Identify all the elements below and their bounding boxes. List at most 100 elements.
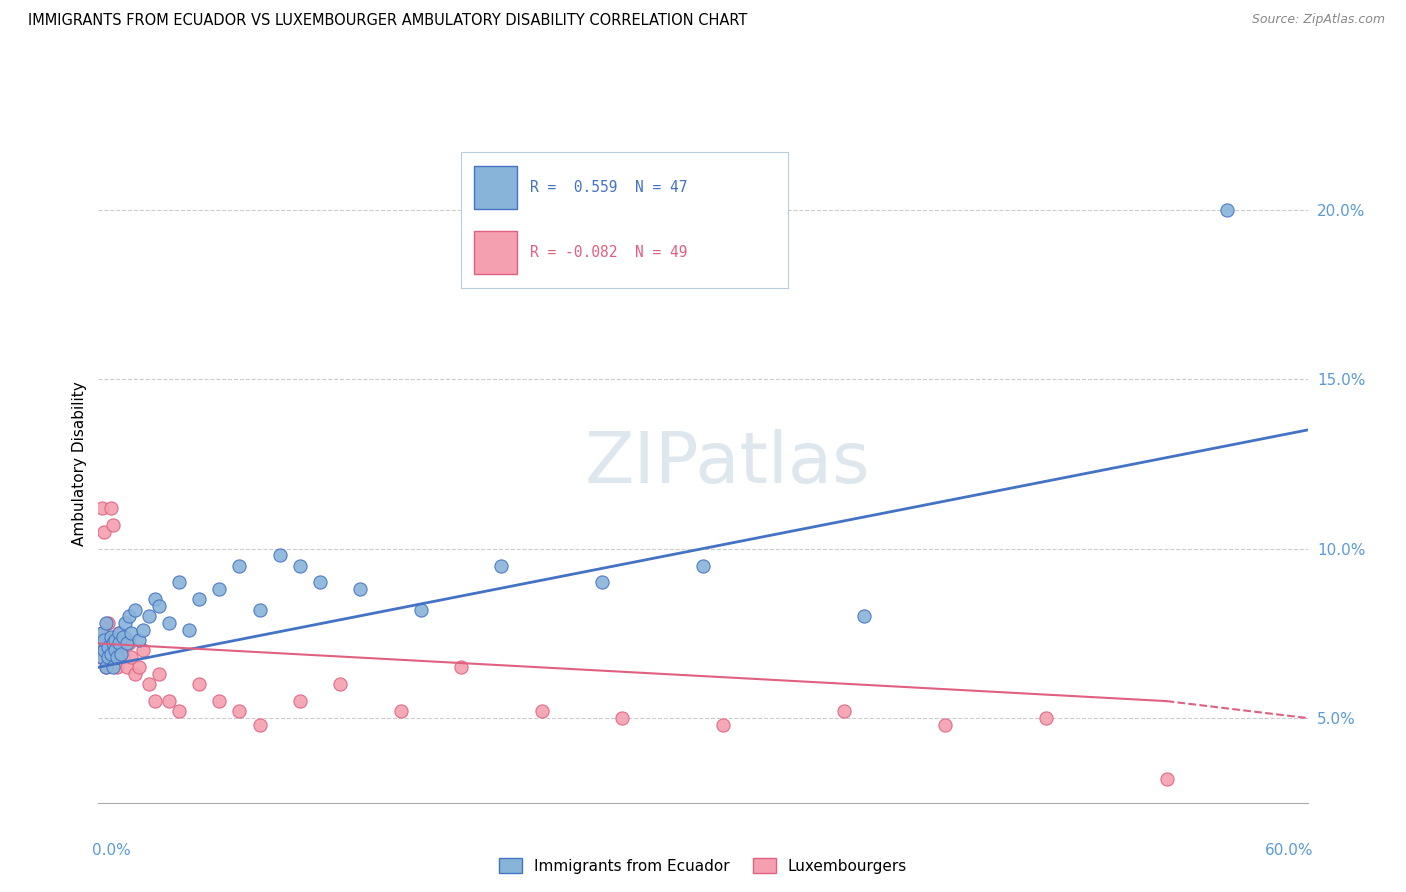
Point <box>329 677 352 691</box>
Point <box>89 636 111 650</box>
Point <box>128 660 150 674</box>
Point <box>103 633 125 648</box>
Point <box>97 636 120 650</box>
Point <box>105 660 128 674</box>
Text: IMMIGRANTS FROM ECUADOR VS LUXEMBOURGER AMBULATORY DISABILITY CORRELATION CHART: IMMIGRANTS FROM ECUADOR VS LUXEMBOURGER … <box>28 13 748 29</box>
Point <box>110 647 132 661</box>
Text: 60.0%: 60.0% <box>1265 844 1313 858</box>
Point <box>114 630 136 644</box>
Point <box>591 575 613 590</box>
Point <box>1035 711 1057 725</box>
Point <box>96 660 118 674</box>
Point <box>288 694 311 708</box>
Point <box>101 636 124 650</box>
Point <box>97 640 120 654</box>
Point <box>110 643 132 657</box>
Point <box>148 599 170 614</box>
Point <box>138 677 160 691</box>
Point <box>93 643 115 657</box>
Point <box>91 626 114 640</box>
Point <box>177 623 201 637</box>
Point <box>934 718 956 732</box>
Point <box>107 636 129 650</box>
Point <box>100 650 122 665</box>
Point <box>91 650 114 665</box>
Point <box>853 609 876 624</box>
Point <box>91 500 114 515</box>
Point <box>692 558 714 573</box>
Point <box>450 660 472 674</box>
Point <box>105 636 128 650</box>
Point <box>96 616 118 631</box>
Legend: Immigrants from Ecuador, Luxembourgers: Immigrants from Ecuador, Luxembourgers <box>494 852 912 880</box>
Text: ZIPatlas: ZIPatlas <box>585 429 870 499</box>
Point <box>93 524 115 539</box>
Point <box>249 602 271 616</box>
Point <box>118 609 141 624</box>
Point <box>188 592 211 607</box>
Point <box>100 647 122 661</box>
Point <box>100 630 122 644</box>
Point <box>111 650 134 665</box>
Point <box>249 718 271 732</box>
Point <box>100 500 122 515</box>
Point <box>107 626 129 640</box>
Point <box>1216 202 1239 217</box>
Point <box>143 694 166 708</box>
Point <box>93 643 115 657</box>
Point <box>148 667 170 681</box>
Point <box>228 558 250 573</box>
Point <box>167 704 190 718</box>
Point <box>120 650 142 665</box>
Point <box>118 636 141 650</box>
Point <box>115 636 138 650</box>
Point <box>103 650 125 665</box>
Point <box>115 660 138 674</box>
Point <box>89 633 111 648</box>
Point <box>409 602 432 616</box>
Point <box>93 633 115 648</box>
Point <box>101 633 124 648</box>
Point <box>120 626 142 640</box>
Point <box>491 558 513 573</box>
Point <box>389 704 412 718</box>
Point <box>269 549 291 563</box>
Point <box>132 623 155 637</box>
Point <box>530 704 553 718</box>
Point <box>612 711 634 725</box>
Text: Source: ZipAtlas.com: Source: ZipAtlas.com <box>1251 13 1385 27</box>
Point <box>101 517 124 532</box>
Point <box>167 575 190 590</box>
Point <box>711 718 734 732</box>
Point <box>107 633 129 648</box>
Point <box>188 677 211 691</box>
Point <box>208 694 231 708</box>
Text: 0.0%: 0.0% <box>93 844 131 858</box>
Point <box>97 650 120 665</box>
Point <box>103 630 125 644</box>
Point <box>157 616 180 631</box>
Point <box>138 609 160 624</box>
Point <box>105 650 128 665</box>
Point <box>103 643 125 657</box>
Point <box>288 558 311 573</box>
Point <box>96 633 118 648</box>
Point <box>91 626 114 640</box>
Point <box>832 704 855 718</box>
Point <box>96 660 118 674</box>
Point <box>97 616 120 631</box>
Point <box>128 633 150 648</box>
Point <box>309 575 332 590</box>
Point <box>101 660 124 674</box>
Point <box>349 582 371 597</box>
Point <box>114 616 136 631</box>
Point <box>124 602 146 616</box>
Point <box>157 694 180 708</box>
Point <box>107 626 129 640</box>
Point <box>208 582 231 597</box>
Point <box>228 704 250 718</box>
Point <box>124 667 146 681</box>
Point <box>1156 772 1178 786</box>
Y-axis label: Ambulatory Disability: Ambulatory Disability <box>72 382 87 546</box>
Point <box>89 650 111 665</box>
